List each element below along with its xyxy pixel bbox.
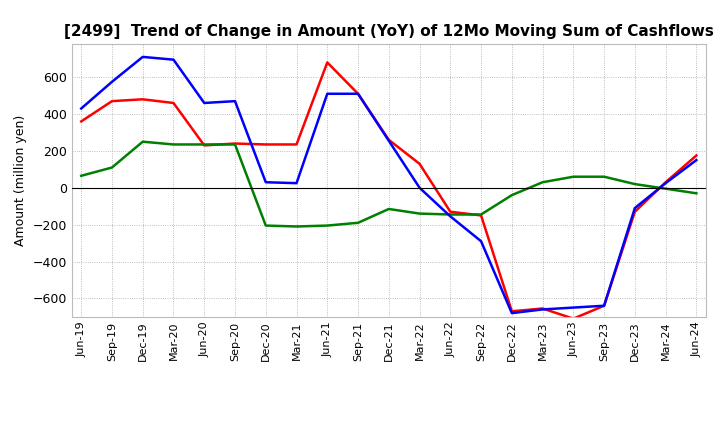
Investing Cashflow — [508, 193, 516, 198]
Y-axis label: Amount (million yen): Amount (million yen) — [14, 115, 27, 246]
Operating Cashflow — [292, 142, 301, 147]
Operating Cashflow — [108, 99, 117, 104]
Line: Operating Cashflow: Operating Cashflow — [81, 62, 696, 319]
Operating Cashflow — [508, 308, 516, 314]
Investing Cashflow — [692, 191, 701, 196]
Operating Cashflow — [600, 303, 608, 308]
Free Cashflow — [261, 180, 270, 185]
Operating Cashflow — [477, 213, 485, 218]
Operating Cashflow — [323, 60, 332, 65]
Investing Cashflow — [292, 224, 301, 229]
Free Cashflow — [169, 57, 178, 62]
Operating Cashflow — [692, 153, 701, 158]
Free Cashflow — [415, 185, 424, 191]
Free Cashflow — [108, 79, 117, 84]
Free Cashflow — [77, 106, 86, 111]
Investing Cashflow — [661, 186, 670, 191]
Operating Cashflow — [631, 209, 639, 214]
Free Cashflow — [692, 158, 701, 163]
Free Cashflow — [631, 205, 639, 211]
Operating Cashflow — [415, 161, 424, 166]
Operating Cashflow — [138, 97, 147, 102]
Investing Cashflow — [323, 223, 332, 228]
Investing Cashflow — [354, 220, 362, 225]
Line: Free Cashflow: Free Cashflow — [81, 57, 696, 313]
Operating Cashflow — [384, 137, 393, 143]
Investing Cashflow — [477, 212, 485, 217]
Free Cashflow — [661, 180, 670, 186]
Operating Cashflow — [569, 316, 577, 321]
Free Cashflow — [200, 100, 209, 106]
Operating Cashflow — [77, 119, 86, 124]
Operating Cashflow — [200, 143, 209, 148]
Investing Cashflow — [77, 173, 86, 179]
Operating Cashflow — [354, 91, 362, 96]
Free Cashflow — [539, 307, 547, 312]
Operating Cashflow — [169, 100, 178, 106]
Investing Cashflow — [631, 181, 639, 187]
Investing Cashflow — [108, 165, 117, 170]
Operating Cashflow — [230, 141, 239, 146]
Free Cashflow — [292, 180, 301, 186]
Investing Cashflow — [230, 142, 239, 147]
Free Cashflow — [600, 303, 608, 308]
Investing Cashflow — [415, 211, 424, 216]
Investing Cashflow — [569, 174, 577, 180]
Free Cashflow — [477, 238, 485, 244]
Investing Cashflow — [200, 142, 209, 147]
Operating Cashflow — [661, 180, 670, 185]
Operating Cashflow — [539, 306, 547, 311]
Investing Cashflow — [138, 139, 147, 144]
Operating Cashflow — [446, 209, 454, 214]
Investing Cashflow — [446, 212, 454, 217]
Free Cashflow — [508, 311, 516, 316]
Investing Cashflow — [600, 174, 608, 180]
Free Cashflow — [230, 99, 239, 104]
Free Cashflow — [446, 214, 454, 219]
Investing Cashflow — [261, 223, 270, 228]
Operating Cashflow — [261, 142, 270, 147]
Investing Cashflow — [539, 180, 547, 185]
Line: Investing Cashflow: Investing Cashflow — [81, 142, 696, 227]
Free Cashflow — [569, 305, 577, 310]
Investing Cashflow — [384, 206, 393, 212]
Title: [2499]  Trend of Change in Amount (YoY) of 12Mo Moving Sum of Cashflows: [2499] Trend of Change in Amount (YoY) o… — [64, 24, 714, 39]
Investing Cashflow — [169, 142, 178, 147]
Free Cashflow — [384, 138, 393, 143]
Free Cashflow — [323, 91, 332, 96]
Free Cashflow — [138, 54, 147, 59]
Free Cashflow — [354, 91, 362, 96]
